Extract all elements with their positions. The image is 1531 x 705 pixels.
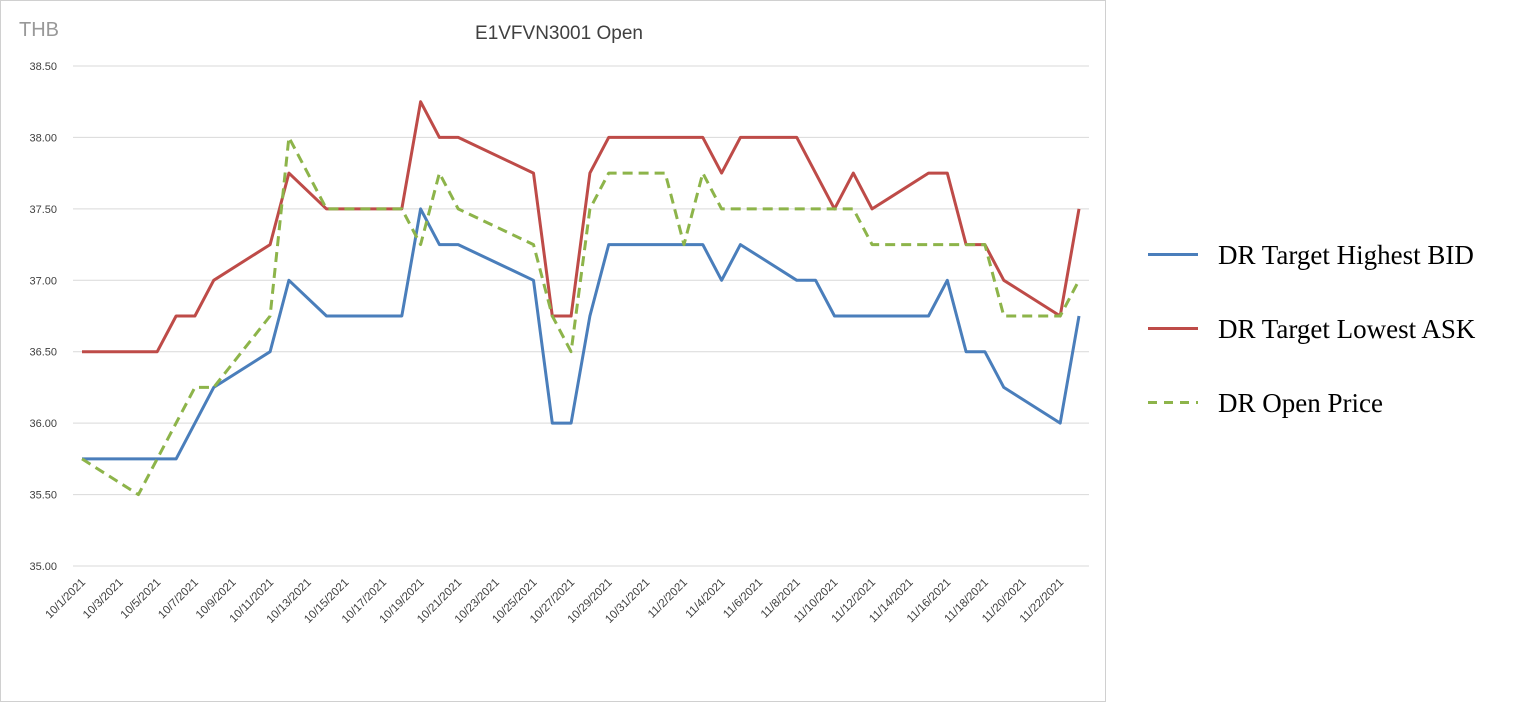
legend-swatch: [1148, 401, 1198, 404]
y-tick-label: 38.50: [29, 61, 57, 73]
series-lines: [81, 100, 1081, 497]
chart-title: E1VFVN3001 Open: [475, 23, 643, 44]
legend-label: DR Target Lowest ASK: [1218, 314, 1476, 344]
dr-open-price-line: [81, 135, 1081, 497]
legend-label: DR Open Price: [1218, 388, 1383, 418]
legend-swatch: [1148, 327, 1198, 330]
legend-swatch: [1148, 253, 1198, 256]
unit-label: THB: [19, 19, 59, 41]
dr-target-lowest-ask-line: [82, 100, 1081, 354]
x-tick-label: 10/7/2021: [156, 577, 201, 622]
y-tick-label: 37.50: [29, 204, 57, 216]
x-tick-label: 11/4/2021: [684, 577, 728, 621]
x-axis-ticks: 10/1/202110/3/202110/5/202110/7/202110/9…: [43, 577, 1066, 626]
x-tick-label: 10/1/2021: [43, 577, 88, 622]
legend-item: DR Open Price: [1148, 384, 1528, 458]
x-tick-label: 11/6/2021: [721, 577, 765, 621]
x-tick-label: 11/2/2021: [646, 577, 690, 621]
line-chart: THB E1VFVN3001 Open 35.00 35.50 36.00 36.50…: [19, 19, 1089, 626]
y-tick-label: 35.00: [29, 561, 57, 573]
gridlines: [73, 65, 1089, 567]
legend-item: DR Target Lowest ASK: [1148, 310, 1528, 384]
dr-target-highest-bid-line: [82, 207, 1081, 461]
y-tick-label: 35.50: [29, 490, 57, 502]
y-tick-label: 36.00: [29, 418, 57, 430]
x-tick-label: 10/5/2021: [119, 577, 164, 622]
legend-label: DR Target Highest BID: [1218, 240, 1474, 270]
legend: DR Target Highest BID DR Target Lowest AS…: [1148, 236, 1528, 458]
x-tick-label: 10/3/2021: [81, 577, 126, 622]
y-tick-label: 37.00: [29, 275, 57, 287]
legend-item: DR Target Highest BID: [1148, 236, 1528, 310]
chart-area: THB E1VFVN3001 Open 35.00 35.50 36.00 36.50…: [0, 0, 1106, 702]
y-axis-ticks: 35.00 35.50 36.00 36.50 37.00 37.50 38.00 38.50: [29, 61, 57, 573]
y-tick-label: 38.00: [29, 132, 57, 144]
y-tick-label: 36.50: [29, 347, 57, 359]
